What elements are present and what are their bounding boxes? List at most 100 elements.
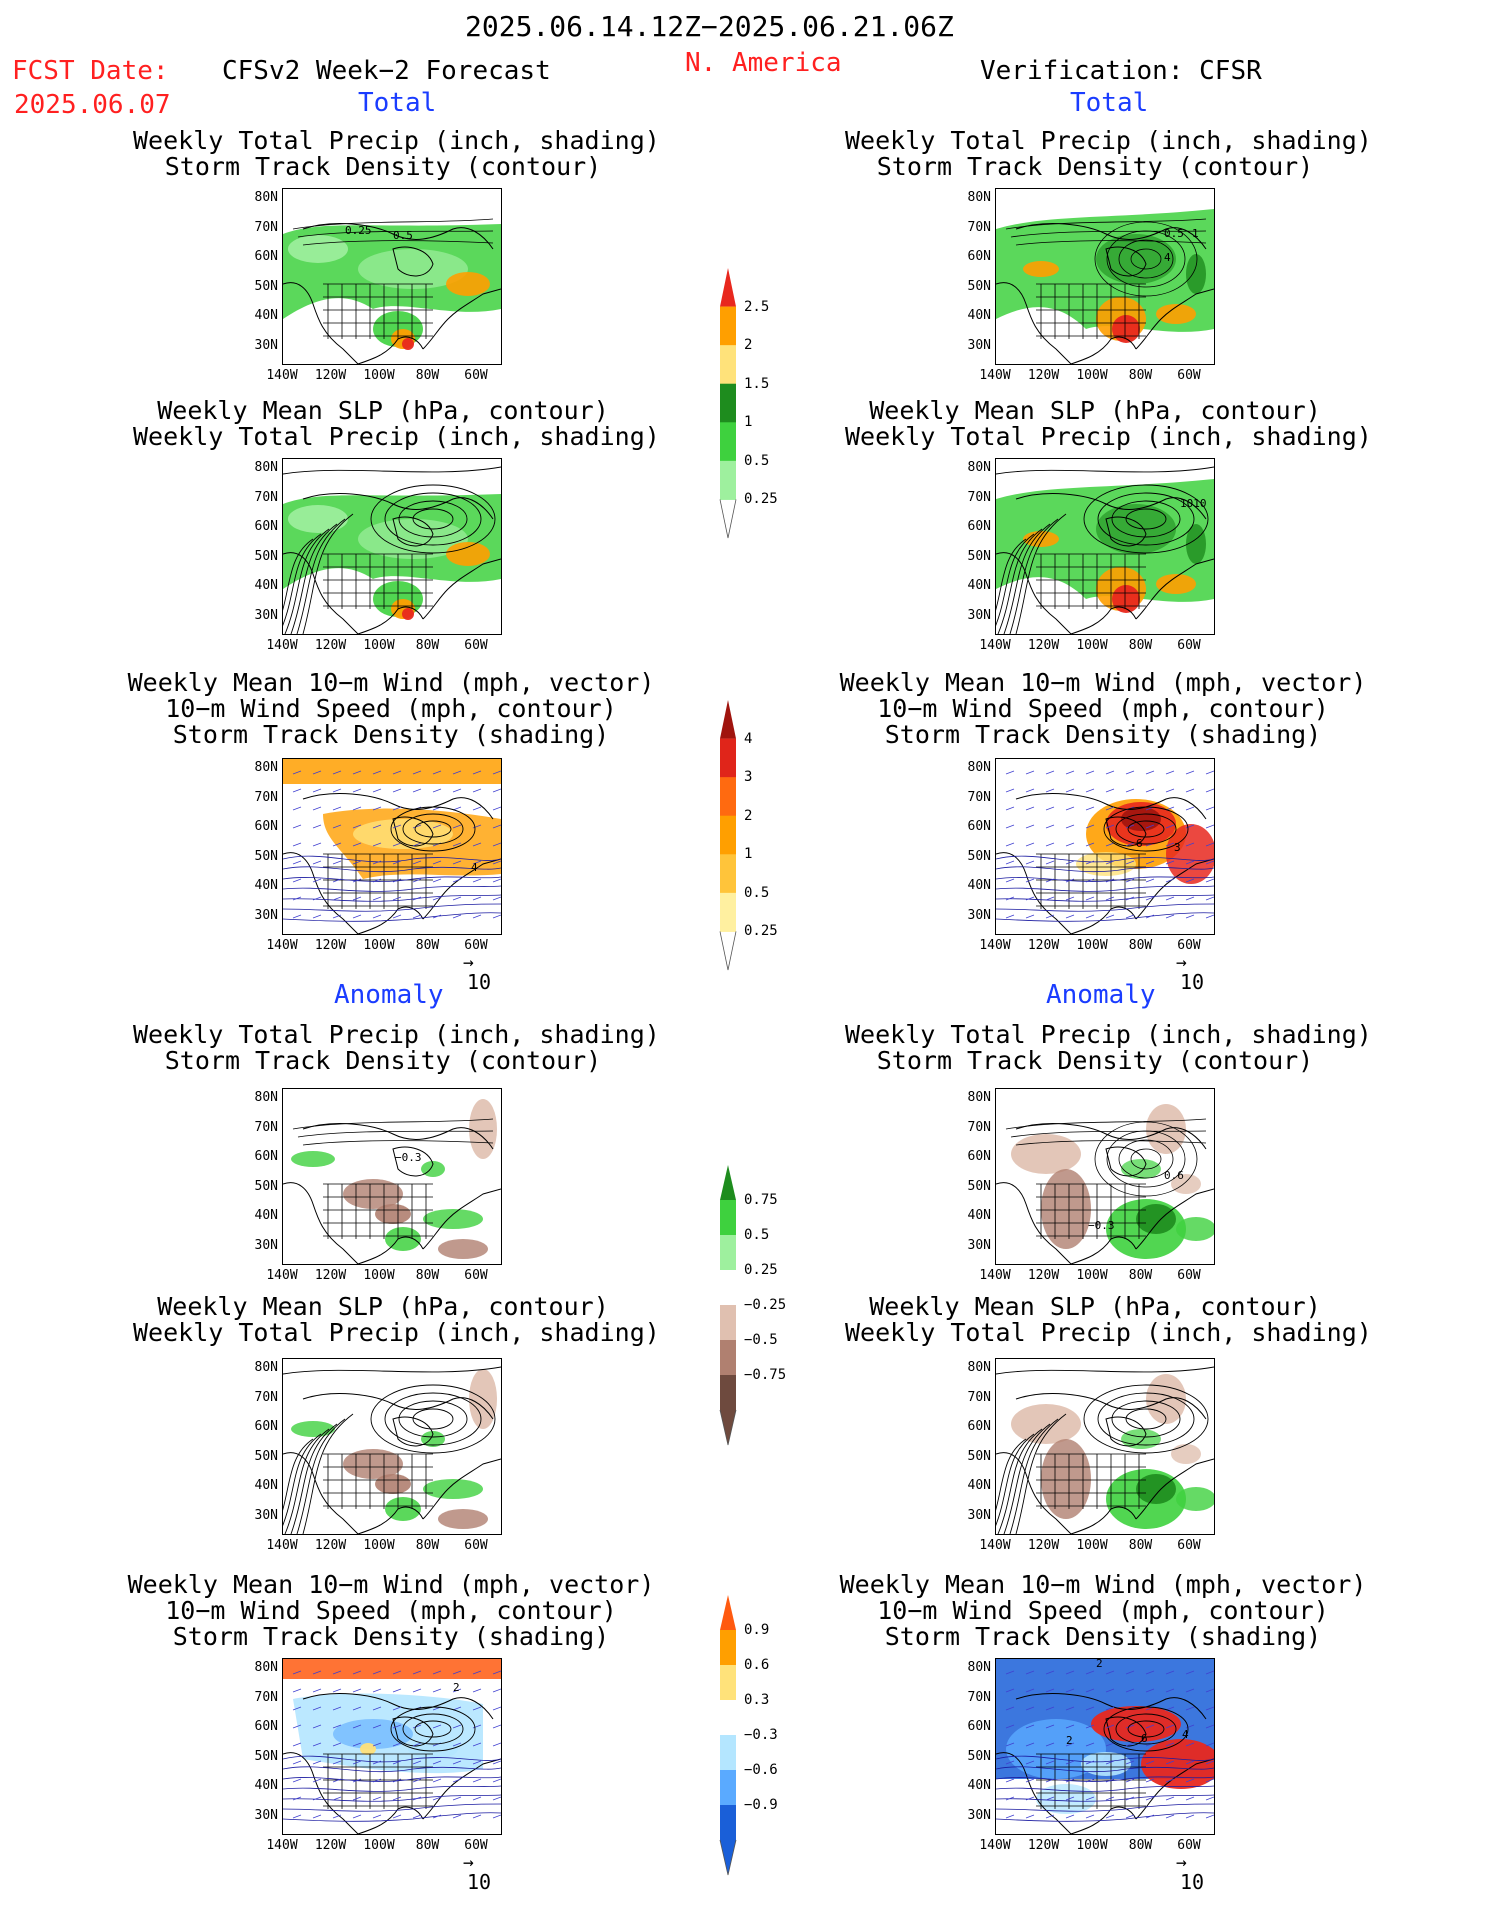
wind-contour: [283, 885, 501, 892]
wind-vector: [312, 896, 322, 901]
wind-vector: [372, 770, 382, 775]
wind-vector: [492, 1724, 501, 1729]
wind-vector: [1065, 1670, 1075, 1675]
shading-blob: [291, 1151, 335, 1167]
wind-vector: [332, 1796, 342, 1801]
wind-vector: [1105, 1688, 1115, 1693]
wind-vector: [452, 806, 462, 811]
lat-label: 70N: [254, 1119, 278, 1135]
wind-vector: [452, 860, 462, 865]
storm-contour: [1005, 1118, 1207, 1130]
wind-vector: [292, 896, 302, 901]
colorbar-label: 1.5: [744, 375, 770, 392]
lon-label: 80W: [415, 638, 440, 653]
wind-vector: [1065, 878, 1075, 883]
wind-vector: [472, 788, 482, 793]
slp-contour: [296, 518, 346, 634]
wind-vector: [452, 1742, 462, 1747]
wind-vector: [1065, 1778, 1075, 1783]
contour-label: 1: [1192, 227, 1199, 240]
lon-label: 60W: [464, 938, 488, 953]
wind-vector: [452, 878, 462, 883]
wind-vector: [332, 770, 342, 775]
colorbar-label: 0.25: [744, 491, 778, 508]
wind-vector: [372, 788, 382, 793]
wind-contour: [996, 876, 1214, 882]
wind-vector: [352, 1742, 362, 1747]
hudson-bay: [1105, 816, 1147, 847]
map-canvas: 0.6 −0.3: [996, 1104, 1214, 1264]
wind-vector: [1165, 1670, 1175, 1675]
colorbar-label: 0.75: [744, 1192, 778, 1208]
lat-label: 50N: [254, 1178, 278, 1194]
wind-vector: [392, 1796, 402, 1801]
wind-vector: [392, 1742, 402, 1747]
slp-contour: [1015, 1413, 1067, 1534]
wind-vector: [492, 860, 501, 865]
wind-vector: [432, 1688, 442, 1693]
wind-vector: [1185, 1760, 1195, 1765]
lat-label: 30N: [967, 1507, 991, 1523]
colorbar-label: 0.9: [744, 1622, 770, 1638]
wind-vector: [1065, 914, 1075, 919]
slp-contour: [996, 1366, 1214, 1375]
wind-vector: [372, 1688, 382, 1693]
wind-vector: [432, 1760, 442, 1765]
wind-vector: [392, 1724, 402, 1729]
lon-label: 60W: [1177, 638, 1201, 653]
arrow-right-icon: →: [1176, 952, 1187, 973]
wind-vector: [1125, 1760, 1135, 1765]
colorbar-segment: [720, 1630, 736, 1666]
wind-vector: [292, 1688, 302, 1693]
slp-contour: [997, 528, 1043, 634]
shading-blob: [1156, 574, 1196, 594]
wind-vector: [312, 1742, 322, 1747]
colorbar-segment: [720, 306, 736, 346]
wind-vector: [472, 1742, 482, 1747]
wind-vector: [1145, 1814, 1155, 1819]
colorbar-segment: [720, 1735, 736, 1771]
lat-label: 30N: [967, 337, 991, 353]
lon-label: 60W: [464, 368, 488, 383]
wind-vector: [332, 914, 342, 919]
title-line: Storm Track Density (contour): [876, 152, 1314, 181]
hudson-bay: [392, 1416, 434, 1447]
lon-label: 120W: [314, 638, 347, 653]
wind-vector: [1025, 824, 1035, 829]
lon-label: 100W: [1076, 638, 1108, 653]
wind-vector: [372, 914, 382, 919]
wind-vector: [452, 1796, 462, 1801]
wind-vector: [432, 878, 442, 883]
wind-vector: [492, 842, 501, 847]
map-panel-f-total-wind: 4: [282, 758, 502, 935]
shading-blob: [360, 1743, 376, 1755]
wind-vector: [452, 1706, 462, 1711]
slp-contour: [412, 508, 454, 530]
wind-vector: [472, 896, 482, 901]
wind-vector: [1065, 770, 1075, 775]
storm-contour: [1005, 218, 1207, 230]
wind-vector: [1125, 1688, 1135, 1693]
shading-blob: [1166, 824, 1214, 884]
slp-contour: [1015, 513, 1067, 634]
wind-vector: [1085, 896, 1095, 901]
wind-vector: [492, 1796, 501, 1801]
wind-vector: [292, 806, 302, 811]
wind-vector: [1005, 806, 1015, 811]
lat-label: 50N: [967, 548, 991, 564]
wind-vector: [1205, 788, 1214, 793]
storm-contour: [1015, 1140, 1207, 1146]
contour-label: 0.5: [393, 229, 413, 242]
wind-vector: [1005, 1742, 1015, 1747]
wind-vector: [1065, 860, 1075, 865]
lat-label: 30N: [967, 1807, 991, 1823]
wind-vector: [1125, 1724, 1135, 1729]
lon-label: 140W: [979, 638, 1011, 653]
shading-blob: [1091, 1706, 1181, 1742]
lat-label: 50N: [967, 848, 991, 864]
wind-vector: [1205, 1670, 1214, 1675]
wind-vector: [1085, 878, 1095, 883]
vector-scale-value: 10: [467, 1870, 492, 1894]
wind-vector: [1185, 1796, 1195, 1801]
